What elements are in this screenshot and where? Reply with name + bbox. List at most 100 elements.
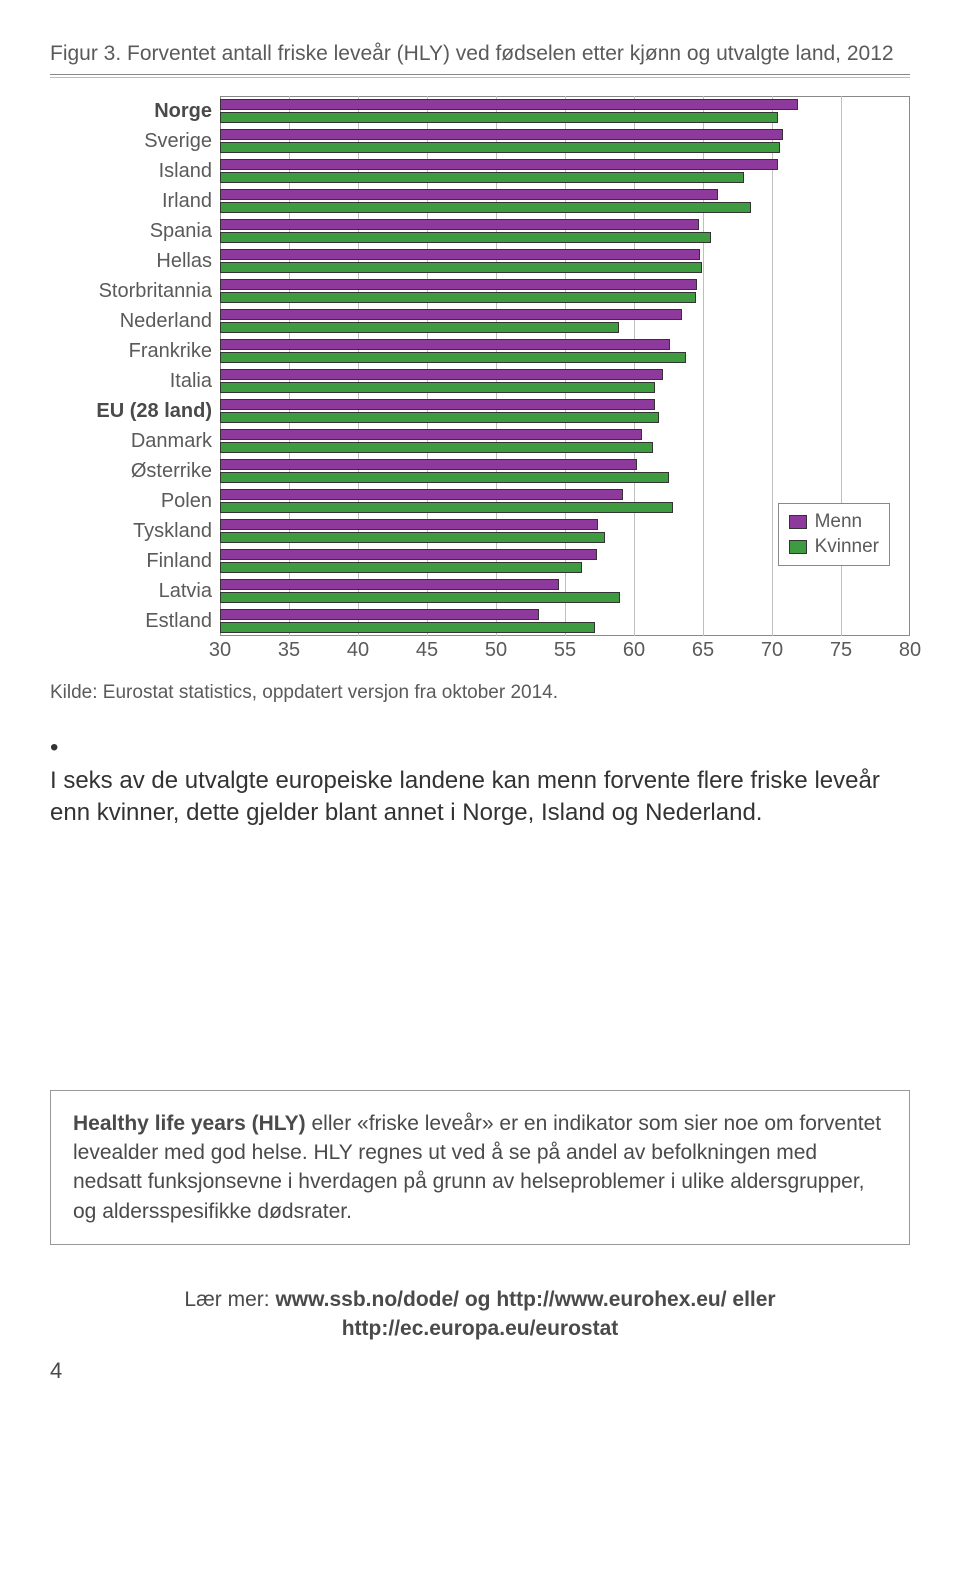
x-tick-label: 80	[899, 639, 921, 662]
x-tick-label: 50	[485, 639, 507, 662]
y-label: Estland	[50, 606, 212, 636]
y-label: Østerrike	[50, 456, 212, 486]
bar-kvinner	[220, 502, 673, 513]
bar-kvinner	[220, 262, 702, 273]
bar-menn	[220, 339, 670, 350]
bar-menn	[220, 129, 783, 140]
bar-menn	[220, 549, 597, 560]
bar-menn	[220, 309, 682, 320]
legend-swatch-menn	[789, 515, 807, 529]
learn-more-line1: www.ssb.no/dode/ og http://www.eurohex.e…	[275, 1288, 775, 1311]
y-label: Latvia	[50, 576, 212, 606]
learn-more: Lær mer: www.ssb.no/dode/ og http://www.…	[50, 1285, 910, 1344]
bar-menn	[220, 249, 700, 260]
bar-kvinner	[220, 142, 780, 153]
bar-kvinner	[220, 322, 619, 333]
info-box-heading: Healthy life years (HLY)	[73, 1112, 306, 1135]
figure-title: Figur 3. Forventet antall friske leveår …	[50, 40, 910, 68]
bar-row	[220, 336, 910, 366]
bar-row	[220, 96, 910, 126]
y-label: Finland	[50, 546, 212, 576]
bar-kvinner	[220, 442, 653, 453]
bar-kvinner	[220, 622, 595, 633]
bar-kvinner	[220, 232, 711, 243]
bar-kvinner	[220, 292, 696, 303]
bar-menn	[220, 369, 663, 380]
bar-row	[220, 576, 910, 606]
y-label: Island	[50, 156, 212, 186]
bullet-text: I seks av de utvalgte europeiske landene…	[50, 765, 888, 830]
bar-row	[220, 156, 910, 186]
bar-kvinner	[220, 562, 582, 573]
figure-title-text: Forventet antall friske leveår (HLY) ved…	[127, 42, 894, 65]
bar-menn	[220, 99, 798, 110]
x-tick-label: 30	[209, 639, 231, 662]
bar-menn	[220, 609, 539, 620]
bar-row	[220, 456, 910, 486]
bar-menn	[220, 579, 559, 590]
x-axis: 3035404550556065707580	[220, 636, 910, 664]
bar-row	[220, 396, 910, 426]
x-tick-label: 55	[554, 639, 576, 662]
bar-menn	[220, 399, 655, 410]
bar-row	[220, 276, 910, 306]
y-label: EU (28 land)	[50, 396, 212, 426]
bar-kvinner	[220, 382, 655, 393]
bar-menn	[220, 519, 598, 530]
x-tick-label: 35	[278, 639, 300, 662]
legend-label-kvinner: Kvinner	[815, 535, 879, 560]
bar-row	[220, 606, 910, 636]
info-box: Healthy life years (HLY) eller «friske l…	[50, 1090, 910, 1246]
learn-more-line2: http://ec.europa.eu/eurostat	[342, 1317, 619, 1340]
y-label: Hellas	[50, 246, 212, 276]
bar-menn	[220, 189, 718, 200]
plot-area: Menn Kvinner	[220, 96, 910, 636]
hly-chart: NorgeSverigeIslandIrlandSpaniaHellasStor…	[50, 96, 910, 664]
bar-kvinner	[220, 202, 751, 213]
learn-more-prefix: Lær mer:	[184, 1288, 269, 1311]
y-label: Polen	[50, 486, 212, 516]
page-number: 4	[50, 1358, 910, 1384]
legend-item-menn: Menn	[789, 510, 879, 535]
bar-kvinner	[220, 412, 659, 423]
bar-kvinner	[220, 592, 620, 603]
x-tick-label: 45	[416, 639, 438, 662]
bar-menn	[220, 459, 637, 470]
title-rule	[50, 74, 910, 75]
x-tick-label: 65	[692, 639, 714, 662]
y-label: Spania	[50, 216, 212, 246]
bar-row	[220, 306, 910, 336]
bullet-paragraph: • I seks av de utvalgte europeiske lande…	[50, 732, 910, 829]
figure-label: Figur 3.	[50, 42, 121, 65]
source-line: Kilde: Eurostat statistics, oppdatert ve…	[50, 682, 910, 704]
bar-menn	[220, 219, 699, 230]
x-tick-label: 75	[830, 639, 852, 662]
bar-menn	[220, 279, 697, 290]
bar-kvinner	[220, 112, 778, 123]
y-label: Irland	[50, 186, 212, 216]
legend: Menn Kvinner	[778, 503, 890, 566]
y-label: Danmark	[50, 426, 212, 456]
bar-row	[220, 366, 910, 396]
bar-row	[220, 426, 910, 456]
title-rule-thin	[50, 77, 910, 78]
x-tick-label: 60	[623, 639, 645, 662]
bar-menn	[220, 429, 642, 440]
legend-item-kvinner: Kvinner	[789, 535, 879, 560]
bar-kvinner	[220, 172, 744, 183]
y-label: Nederland	[50, 306, 212, 336]
bar-row	[220, 186, 910, 216]
y-axis-labels: NorgeSverigeIslandIrlandSpaniaHellasStor…	[50, 96, 220, 636]
bar-kvinner	[220, 472, 669, 483]
x-tick-label: 40	[347, 639, 369, 662]
legend-swatch-kvinner	[789, 540, 807, 554]
y-label: Tyskland	[50, 516, 212, 546]
bar-kvinner	[220, 532, 605, 543]
y-label: Italia	[50, 366, 212, 396]
y-label: Sverige	[50, 126, 212, 156]
bar-kvinner	[220, 352, 686, 363]
y-label: Norge	[50, 96, 212, 126]
bar-row	[220, 126, 910, 156]
bar-row	[220, 216, 910, 246]
x-tick-label: 70	[761, 639, 783, 662]
